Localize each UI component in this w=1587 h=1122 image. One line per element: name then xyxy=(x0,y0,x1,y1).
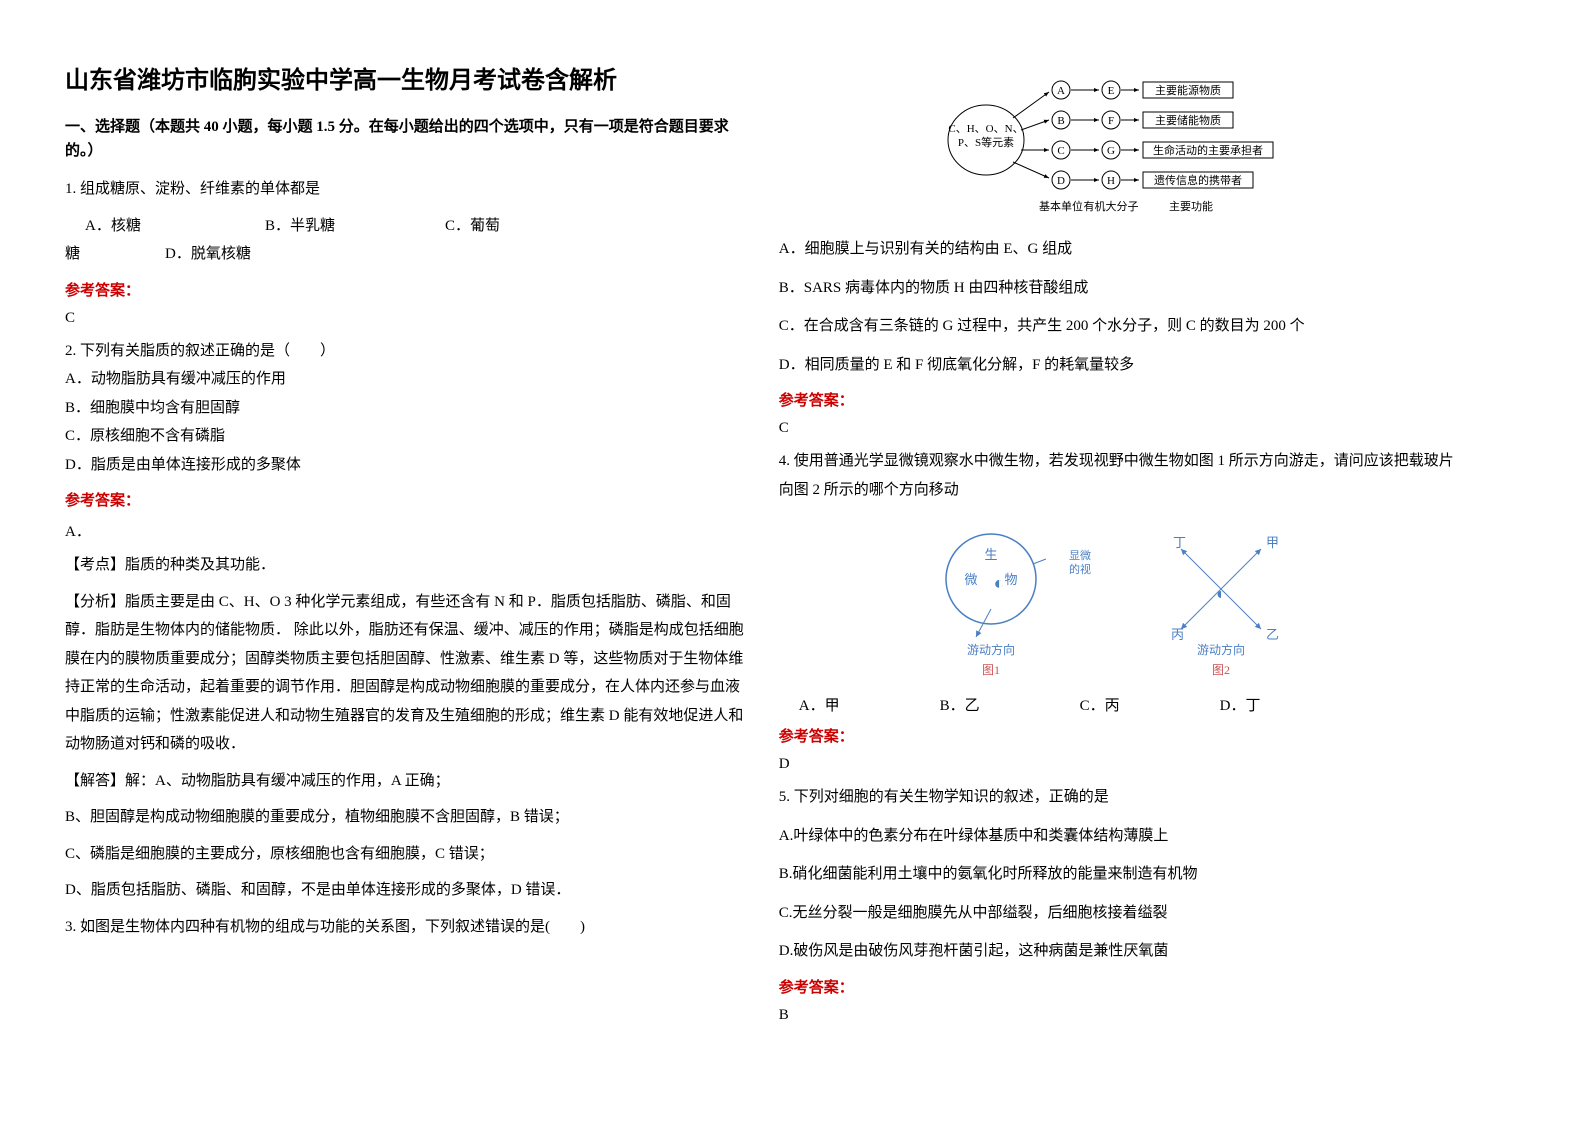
micro-label-1a: 显微镜 xyxy=(1069,548,1091,562)
node-a: A xyxy=(1057,85,1065,97)
microscope-view-2: 丁 甲 丙 乙 ◐ 游动方向 图2 xyxy=(1151,519,1311,679)
microscope-diagram: 生 微 ◐ 物 显微镜 的视野 游动方向 图1 丁 甲 丙 乙 ◐ 游动方向 图… xyxy=(779,519,1463,679)
q5-opt-b: B.硝化细菌能利用土壤中的氨氧化时所释放的能量来制造有机物 xyxy=(779,860,1463,889)
node-g: G xyxy=(1107,145,1115,157)
q2-opt-b: B．细胞膜中均含有胆固醇 xyxy=(65,394,749,423)
q4-opt-d: D．丁 xyxy=(1220,694,1261,715)
answer-label-3: 参考答案： xyxy=(779,389,1463,410)
q1-text: 1. 组成糖原、淀粉、纤维素的单体都是 xyxy=(65,175,749,204)
answer-label-5: 参考答案： xyxy=(779,976,1463,997)
q3-answer: C xyxy=(779,420,1463,437)
microscope-view-1: 生 微 ◐ 物 显微镜 的视野 游动方向 图1 xyxy=(931,519,1091,679)
q2-point: 【考点】脂质的种类及其功能． xyxy=(65,551,749,580)
box-2: 主要储能物质 xyxy=(1155,113,1221,127)
node-c: C xyxy=(1057,145,1064,157)
diagram-left-label: C、H、O、N、 xyxy=(948,123,1023,135)
micro-dir-1: 游动方向 xyxy=(967,642,1015,657)
answer-label-2: 参考答案： xyxy=(65,489,749,510)
node-b: B xyxy=(1057,115,1064,127)
q2-solve-d: D、脂质包括脂肪、磷脂、和固醇，不是由单体连接形成的多聚体，D 错误． xyxy=(65,876,749,905)
box-1: 主要能源物质 xyxy=(1155,83,1221,97)
q4-opt-a: A．甲 xyxy=(799,694,840,715)
q2-opt-c: C．原核细胞不含有磷脂 xyxy=(65,422,749,451)
organic-molecule-diagram: C、H、O、N、 P、S等元素 A B C D E F G H xyxy=(941,70,1301,220)
answer-label-1: 参考答案： xyxy=(65,279,749,300)
box-3: 生命活动的主要承担者 xyxy=(1153,143,1263,157)
q5-opt-a: A.叶绿体中的色素分布在叶绿体基质中和类囊体结构薄膜上 xyxy=(779,822,1463,851)
q2-opt-d: D．脂质是由单体连接形成的多聚体 xyxy=(65,451,749,480)
arrow-label-bing: 丙 xyxy=(1171,627,1184,642)
question-1: 1. 组成糖原、淀粉、纤维素的单体都是 A．核糖 B．半乳糖 C．葡萄 糖 D．… xyxy=(65,175,749,269)
bottom-label-1: 基本单位 xyxy=(1039,199,1083,213)
q1-opt-b: B．半乳糖 xyxy=(265,212,445,241)
q2-solve-c: C、磷脂是细胞膜的主要成分，原核细胞也含有细胞膜，C 错误； xyxy=(65,840,749,869)
q3-opt-c: C．在合成含有三条链的 G 过程中，共产生 200 个水分子，则 C 的数目为 … xyxy=(779,312,1463,341)
q1-opt-d: D．脱氧核糖 xyxy=(165,240,251,269)
micro-img-1: 图1 xyxy=(982,663,1000,677)
q1-opt-a: A．核糖 xyxy=(85,212,265,241)
q2-answer: A． xyxy=(65,520,749,541)
q1-opt-c2: 糖 xyxy=(65,240,165,269)
node-f: F xyxy=(1108,115,1114,127)
node-e: E xyxy=(1107,85,1114,97)
node-d: D xyxy=(1057,175,1065,187)
q3-opt-b: B．SARS 病毒体内的物质 H 由四种核苷酸组成 xyxy=(779,274,1463,303)
q2-solve-a: 【解答】解：A、动物脂肪具有缓冲减压的作用，A 正确； xyxy=(65,767,749,796)
question-2: 2. 下列有关脂质的叙述正确的是（ ） A．动物脂肪具有缓冲减压的作用 B．细胞… xyxy=(65,337,749,480)
bottom-label-3: 主要功能 xyxy=(1169,199,1213,213)
micro-img-2: 图2 xyxy=(1212,663,1230,677)
q3-diagram: C、H、O、N、 P、S等元素 A B C D E F G H xyxy=(779,70,1463,225)
micro-char-3: 物 xyxy=(1004,572,1017,587)
q5-opt-c: C.无丝分裂一般是细胞膜先从中部缢裂，后细胞核接着缢裂 xyxy=(779,899,1463,928)
q4-options: A．甲 B．乙 C．丙 D．丁 xyxy=(799,694,1463,715)
q1-opt-c: C．葡萄 xyxy=(445,212,500,241)
q2-analysis: 【分析】脂质主要是由 C、H、O 3 种化学元素组成，有些还含有 N 和 P．脂… xyxy=(65,588,749,759)
left-column: 山东省潍坊市临朐实验中学高一生物月考试卷含解析 一、选择题（本题共 40 小题，… xyxy=(50,60,764,1082)
right-column: C、H、O、N、 P、S等元素 A B C D E F G H xyxy=(764,60,1478,1082)
arrow-label-jia2: 甲 xyxy=(1266,535,1279,550)
q5-text: 5. 下列对细胞的有关生物学知识的叙述，正确的是 xyxy=(779,783,1463,812)
micro-char-1: 生 xyxy=(984,547,997,562)
micro-char-2: 微 xyxy=(964,572,977,587)
box-4: 遗传信息的携带者 xyxy=(1154,173,1242,187)
micro-dir-2: 游动方向 xyxy=(1197,642,1245,657)
q4-text: 4. 使用普通光学显微镜观察水中微生物，若发现视野中微生物如图 1 所示方向游走… xyxy=(779,447,1463,504)
arrow-label-jia: 丁 xyxy=(1173,535,1186,550)
q3-opt-d: D．相同质量的 E 和 F 彻底氧化分解，F 的耗氧量较多 xyxy=(779,351,1463,380)
arrow-label-yi: 乙 xyxy=(1266,627,1279,642)
q2-opt-a: A．动物脂肪具有缓冲减压的作用 xyxy=(65,365,749,394)
micro-label-1b: 的视野 xyxy=(1069,562,1091,576)
node-h: H xyxy=(1107,175,1115,187)
answer-label-4: 参考答案： xyxy=(779,725,1463,746)
micro-center: ◐ xyxy=(1216,586,1226,603)
q2-text: 2. 下列有关脂质的叙述正确的是（ ） xyxy=(65,337,749,366)
q2-solve-b: B、胆固醇是构成动物细胞膜的重要成分，植物细胞膜不含胆固醇，B 错误； xyxy=(65,803,749,832)
document-title: 山东省潍坊市临朐实验中学高一生物月考试卷含解析 xyxy=(65,60,749,95)
q1-answer: C xyxy=(65,310,749,327)
q3-opt-a: A．细胞膜上与识别有关的结构由 E、G 组成 xyxy=(779,235,1463,264)
diagram-left-label2: P、S等元素 xyxy=(958,135,1014,149)
q4-opt-c: C．丙 xyxy=(1080,694,1120,715)
micro-org: ◐ xyxy=(993,573,1004,593)
q4-opt-b: B．乙 xyxy=(940,694,980,715)
section-header: 一、选择题（本题共 40 小题，每小题 1.5 分。在每小题给出的四个选项中，只… xyxy=(65,115,749,163)
q5-answer: B xyxy=(779,1007,1463,1024)
q5-opt-d: D.破伤风是由破伤风芽孢杆菌引起，这种病菌是兼性厌氧菌 xyxy=(779,937,1463,966)
q4-answer: D xyxy=(779,756,1463,773)
q3-text: 3. 如图是生物体内四种有机物的组成与功能的关系图，下列叙述错误的是( ) xyxy=(65,913,749,942)
bottom-label-2: 有机大分子 xyxy=(1083,199,1138,213)
